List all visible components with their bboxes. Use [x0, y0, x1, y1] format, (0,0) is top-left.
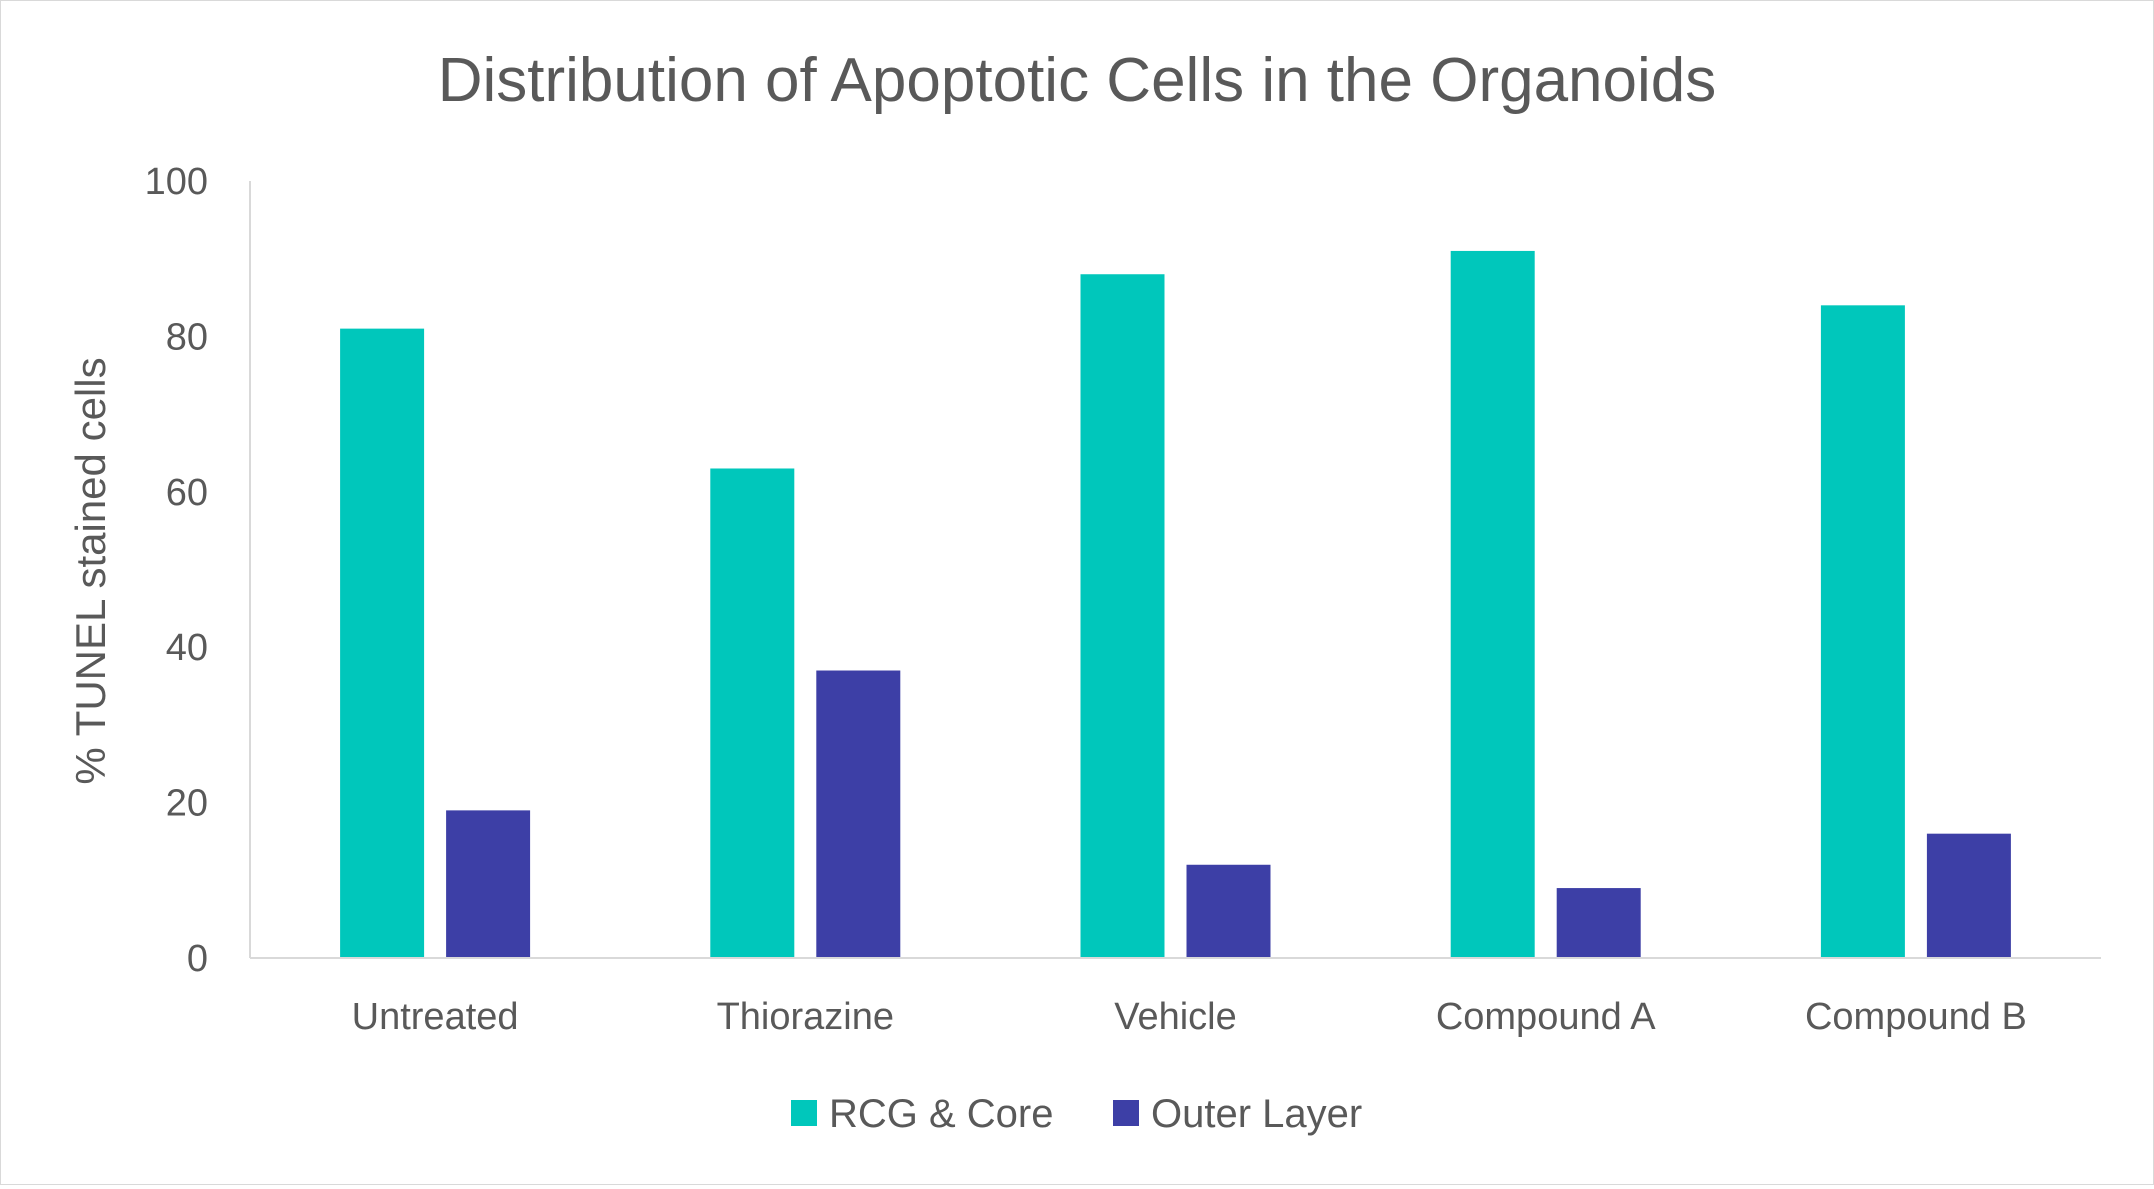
y-tick-label: 40 — [166, 627, 208, 669]
bar-series-1-2 — [710, 468, 795, 958]
bar-series-2-1 — [446, 810, 531, 958]
legend-swatch — [791, 1100, 817, 1126]
legend-label: Outer Layer — [1151, 1092, 1362, 1136]
y-tick-label: 20 — [166, 783, 208, 825]
bar-series-1-5 — [1820, 305, 1905, 958]
x-tick-label: Compound A — [1436, 996, 1656, 1038]
x-tick-label: Compound B — [1805, 996, 2027, 1038]
x-tick-label: Thiorazine — [717, 996, 894, 1038]
bar-series-2-5 — [1926, 833, 2011, 958]
bars-group — [340, 250, 2011, 958]
chart-title: Distribution of Apoptotic Cells in the O… — [438, 46, 1717, 115]
x-tick-label: Untreated — [352, 996, 519, 1038]
y-tick-label: 80 — [166, 316, 208, 358]
bar-series-2-2 — [816, 670, 901, 958]
bar-series-2-4 — [1556, 888, 1641, 958]
bar-series-2-3 — [1186, 864, 1271, 958]
y-axis-title: % TUNEL stained cells — [67, 357, 114, 784]
legend-label: RCG & Core — [829, 1092, 1054, 1136]
bar-series-1-4 — [1450, 250, 1535, 958]
x-tick-label: Vehicle — [1114, 996, 1237, 1038]
y-axis-ticks: 0 20 40 60 80 100 — [145, 161, 208, 980]
y-tick-label: 0 — [187, 938, 208, 980]
x-axis-labels: Untreated Thiorazine Vehicle Compound A Comp… — [352, 996, 2027, 1038]
y-tick-label: 60 — [166, 472, 208, 514]
legend: RCG & Core Outer Layer — [791, 1092, 1362, 1136]
y-tick-label: 100 — [145, 161, 208, 203]
bar-series-1-3 — [1080, 274, 1165, 958]
legend-swatch — [1113, 1100, 1139, 1126]
bar-series-1-1 — [340, 328, 425, 958]
